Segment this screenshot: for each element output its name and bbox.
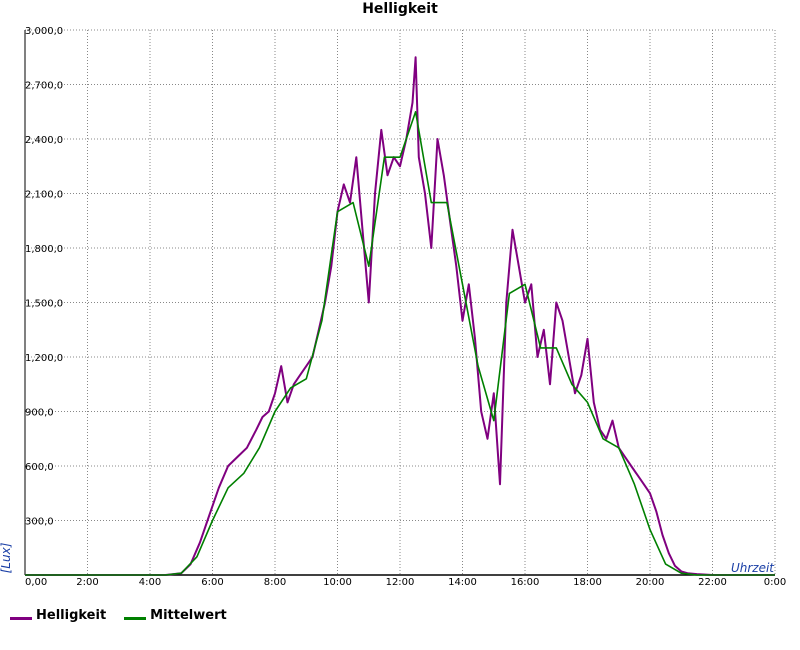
x-tick-label: 10:00: [323, 577, 352, 588]
x-tick-label: 6:00: [201, 577, 223, 588]
series-group: [25, 56, 775, 576]
x-tick-label: 4:00: [139, 577, 161, 588]
y-tick-labels: 300,0 600,0 900,0 1,200,0 1,500,0 1,800,0 2,10…: [25, 26, 63, 528]
grid: [24, 29, 776, 575]
x-tick-labels: 0,00 2:00 4:00 6:00 8:00 10:00 12:00 14:00 16:00…: [25, 577, 786, 588]
y-tick-label: 1,800,0: [25, 244, 63, 255]
y-tick-label: 300,0: [25, 517, 54, 528]
chart-title: Helligkeit: [362, 1, 438, 17]
legend-item-mittelwert: Mittelwert: [124, 608, 227, 623]
x-tick-label: 0,00: [25, 577, 47, 588]
legend: Helligkeit Mittelwert: [10, 608, 227, 623]
x-tick-label: 18:00: [573, 577, 602, 588]
legend-swatch-helligkeit: [10, 617, 32, 620]
y-tick-label: 600,0: [25, 462, 54, 473]
x-tick-label: 16:00: [511, 577, 540, 588]
y-tick-label: 2,700,0: [25, 81, 63, 92]
y-tick-label: 1,200,0: [25, 353, 63, 364]
x-axis-label: Uhrzeit: [731, 561, 775, 575]
x-tick-label: 20:00: [636, 577, 665, 588]
y-tick-label: 2,100,0: [25, 190, 63, 201]
legend-label-mittelwert: Mittelwert: [150, 608, 227, 623]
legend-label-helligkeit: Helligkeit: [36, 608, 107, 623]
y-tick-label: 1,500,0: [25, 299, 63, 310]
legend-swatch-mittelwert: [124, 617, 147, 620]
series-line-mittelwert: [25, 111, 775, 576]
series-line-helligkeit: [25, 56, 775, 576]
legend-item-helligkeit: Helligkeit: [10, 608, 106, 623]
x-tick-label: 0:00: [764, 577, 786, 588]
x-tick-label: 14:00: [448, 577, 477, 588]
x-tick-label: 2:00: [76, 577, 98, 588]
x-tick-label: 12:00: [386, 577, 415, 588]
y-tick-label: 2,400,0: [25, 135, 63, 146]
y-tick-label: 900,0: [25, 408, 54, 419]
x-tick-label: 22:00: [698, 577, 727, 588]
y-axis-label: [Lux]: [0, 542, 13, 573]
x-tick-label: 8:00: [264, 577, 286, 588]
y-tick-label: 3,000,0: [25, 26, 63, 37]
